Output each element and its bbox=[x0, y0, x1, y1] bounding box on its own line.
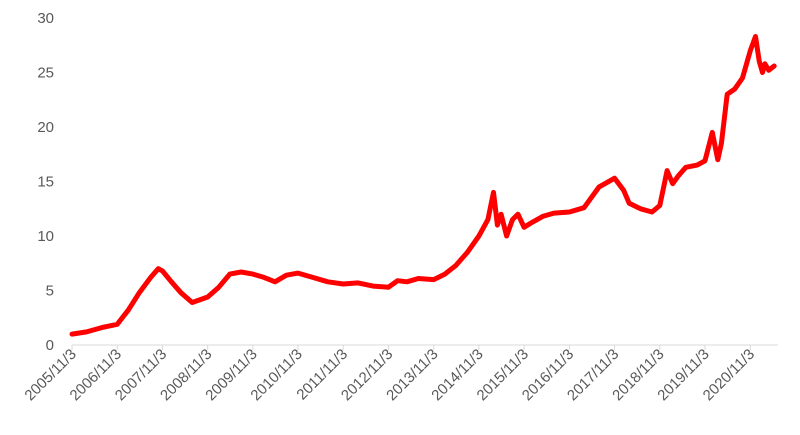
y-tick-label: 5 bbox=[46, 283, 54, 300]
y-tick-label: 25 bbox=[37, 65, 54, 82]
y-tick-label: 30 bbox=[37, 10, 54, 27]
series-line bbox=[69, 34, 777, 337]
y-tick-label: 0 bbox=[46, 337, 54, 354]
y-axis-tick-labels: 0 5 10 15 20 25 30 bbox=[37, 10, 54, 354]
y-tick-label: 20 bbox=[37, 119, 54, 136]
y-tick-label: 15 bbox=[37, 174, 54, 191]
x-axis-tick-labels: 2005/11/32006/11/32007/11/32008/11/32009… bbox=[21, 345, 758, 404]
y-tick-label: 10 bbox=[37, 228, 54, 245]
